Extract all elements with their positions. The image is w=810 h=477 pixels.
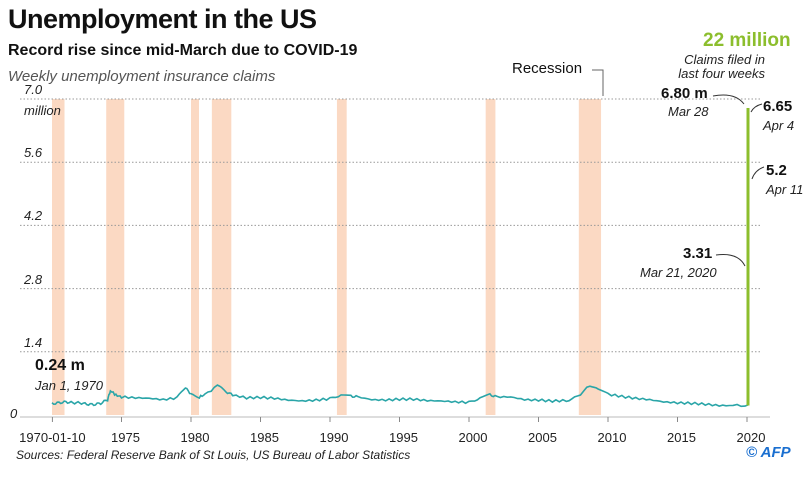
recession-band	[211, 99, 232, 415]
total-claims-sub1: Claims filed in	[684, 52, 765, 67]
x-tick-label: 2000	[458, 430, 488, 445]
recession-band	[52, 99, 65, 415]
annotation-apr11-date: Apr 11	[766, 182, 804, 197]
x-tick-label: 1970-01-10	[19, 430, 86, 445]
y-tick-label: 2.8	[24, 271, 43, 287]
recession-band	[485, 99, 496, 415]
recession-label: Recession	[512, 60, 583, 77]
afp-logo: © AFP	[746, 444, 791, 461]
annotation-1970-date: Jan 1, 1970	[35, 378, 103, 393]
recession-bracket	[592, 69, 604, 96]
y-tick-label: 4.2	[24, 208, 43, 224]
annotation-apr4-value: 6.65	[763, 98, 793, 115]
x-tick-label: 2010	[597, 430, 627, 445]
arrow-apr4	[750, 103, 763, 113]
annotation-apr4-date: Apr 4	[763, 118, 795, 133]
chart-title: Unemployment in the US	[8, 4, 317, 34]
arrow-mar28	[712, 94, 745, 105]
chart-subtitle: Record rise since mid-March due to COVID…	[8, 42, 358, 59]
y-tick-label: 1.4	[24, 334, 43, 350]
y-axis-label: Weekly unemployment insurance claims	[8, 68, 276, 85]
x-tick-label: 1990	[319, 430, 349, 445]
x-tick-label: 2015	[667, 430, 696, 445]
y-tick-label: 0	[10, 406, 18, 421]
y-tick-label: 5.6	[24, 145, 43, 161]
arrow-mar21	[715, 254, 746, 267]
annotation-apr11-value: 5.2	[766, 162, 787, 179]
annotation-mar21-value: 3.31	[683, 245, 713, 262]
annotation-mar28-date: Mar 28	[668, 104, 709, 119]
x-tick-label: 1995	[389, 430, 418, 445]
y-tick-label: 7.0	[24, 82, 43, 97]
annotation-mar28-value: 6.80 m	[661, 85, 708, 102]
annotation-1970-value: 0.24 m	[35, 357, 85, 374]
total-claims-sub2: last four weeks	[678, 66, 765, 81]
recession-band	[336, 99, 347, 415]
recession-band	[191, 99, 199, 415]
recession-band	[578, 99, 602, 415]
x-tick-label: 2005	[528, 430, 557, 445]
x-tick-label: 2020	[736, 430, 766, 445]
recession-band	[106, 99, 125, 415]
x-tick-label: 1985	[250, 430, 279, 445]
x-tick-label: 1980	[180, 430, 210, 445]
x-tick-label: 1975	[111, 430, 140, 445]
source-note: Sources: Federal Reserve Bank of St Loui…	[16, 448, 411, 462]
total-claims-label: 22 million	[703, 30, 791, 51]
arrow-apr11	[751, 166, 765, 180]
annotation-mar21-date: Mar 21, 2020	[640, 265, 717, 280]
y-unit-label: million	[24, 103, 61, 118]
claims-series-line	[51, 384, 750, 408]
